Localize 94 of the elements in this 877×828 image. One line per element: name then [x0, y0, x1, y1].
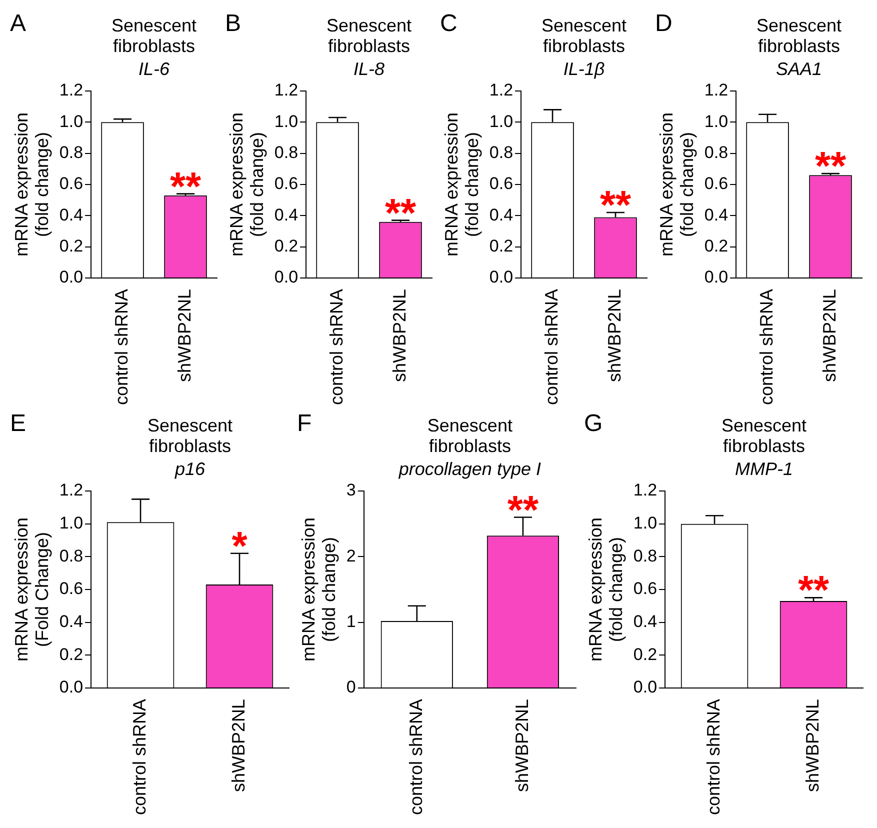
annotation: ** [798, 568, 830, 613]
y-axis-title: mRNA expression (fold change) [656, 112, 698, 257]
y-tick-label: 1 [346, 612, 356, 631]
y-axis-title: mRNA expression (Fold Change) [11, 517, 52, 662]
text: D [655, 10, 672, 38]
y-tick-label: 0.8 [633, 546, 658, 566]
annotation: ** [507, 488, 539, 532]
x-tick-label: control shRNA [541, 288, 562, 406]
chart-subtitle: IL-6 [138, 59, 171, 80]
text: C [440, 10, 458, 38]
chart-title: Senescent fibroblasts [541, 15, 627, 56]
y-tick-label: 0.4 [633, 612, 658, 631]
annotation: ** [170, 164, 202, 209]
y-tick-label: 0.0 [274, 268, 298, 287]
x-tick-label: control shRNA [111, 288, 132, 406]
y-axis-title: mRNA expression (fold change) [441, 112, 482, 257]
y-tick-label: 0.8 [59, 143, 84, 162]
x-tick-label: control shRNA [326, 288, 346, 406]
y-tick-label: 0 [346, 678, 356, 697]
text: B [225, 10, 242, 38]
y-tick-label: 0.8 [489, 143, 514, 162]
y-tick-label: 0.0 [59, 678, 84, 697]
x-tick-label: shWBP2NL [389, 288, 410, 382]
text: A [10, 10, 26, 38]
chart-subtitle: p16 [174, 459, 206, 480]
annotation: ** [814, 144, 847, 189]
y-tick-label: 0.4 [489, 205, 514, 224]
text: E [10, 410, 26, 438]
chart-title: Senescent fibroblasts [427, 415, 512, 456]
x-tick-label: control shRNA [129, 698, 150, 816]
y-tick-label: 1.2 [274, 80, 298, 100]
x-tick-label: shWBP2NL [819, 288, 840, 382]
y-tick-label: 0.4 [59, 612, 84, 631]
y-axis-title: mRNA expression (fold change) [11, 112, 52, 257]
y-tick-label: 0.6 [59, 579, 84, 598]
y-axis-title: mRNA expression (fold change) [585, 517, 626, 662]
y-tick-label: 0.8 [704, 143, 728, 162]
y-tick-label: 0.0 [633, 678, 658, 697]
x-tick-label: control shRNA [756, 288, 776, 406]
y-tick-label: 1.0 [274, 112, 298, 131]
y-tick-label: 0.0 [489, 268, 514, 287]
y-tick-label: 1.2 [704, 80, 728, 100]
y-tick-label: 0.0 [59, 268, 84, 287]
y-tick-label: 1.0 [59, 112, 84, 131]
y-tick-label: 0.2 [489, 236, 514, 256]
y-tick-label: 1.0 [704, 112, 728, 131]
y-tick-label: 0.2 [274, 236, 298, 256]
annotation: * [232, 524, 248, 568]
y-tick-label: 1.2 [59, 480, 84, 500]
chart-title: Senescent fibroblasts [721, 415, 807, 456]
x-tick-label: shWBP2NL [228, 698, 248, 792]
y-tick-label: 0.4 [59, 205, 84, 224]
annotation: ** [600, 184, 632, 228]
y-tick-label: 0.2 [59, 236, 84, 256]
y-tick-label: 0.6 [59, 174, 84, 194]
y-tick-label: 0.6 [704, 174, 728, 194]
chart-subtitle: MMP-1 [735, 459, 794, 480]
y-tick-label: 0.6 [633, 579, 658, 598]
y-tick-label: 1.2 [489, 80, 514, 100]
y-axis-title: mRNA expression (fold change) [298, 517, 340, 662]
y-axis-title: mRNA expression (fold change) [226, 112, 268, 257]
y-tick-label: 0.4 [274, 205, 298, 224]
x-tick-label: shWBP2NL [512, 698, 532, 792]
y-tick-label: 1.2 [633, 480, 658, 500]
y-tick-label: 0.2 [704, 236, 728, 256]
x-tick-label: control shRNA [406, 698, 426, 816]
x-tick-label: shWBP2NL [604, 288, 624, 382]
text: F [297, 410, 312, 438]
chart-subtitle: IL-1β [563, 59, 605, 80]
y-tick-label: 1.2 [59, 80, 84, 100]
y-tick-label: 1.0 [633, 514, 658, 533]
annotation: ** [384, 191, 417, 236]
y-tick-label: 0.2 [633, 644, 658, 664]
y-tick-label: 0.6 [274, 174, 298, 194]
x-tick-label: shWBP2NL [802, 698, 822, 792]
y-tick-label: 2 [346, 546, 356, 566]
x-tick-label: shWBP2NL [174, 288, 194, 382]
x-tick-label: control shRNA [703, 698, 724, 816]
text: G [584, 410, 603, 438]
chart-subtitle: procollagen type I [398, 459, 541, 480]
chart-title: Senescent fibroblasts [111, 15, 197, 56]
chart-subtitle: SAA1 [776, 59, 822, 80]
y-tick-label: 0.6 [489, 174, 514, 194]
y-tick-label: 0.0 [704, 268, 728, 287]
chart-subtitle: IL-8 [354, 59, 385, 80]
y-tick-label: 1.0 [489, 112, 514, 131]
y-tick-label: 0.8 [274, 143, 298, 162]
y-tick-label: 0.8 [59, 546, 84, 566]
y-tick-label: 0.4 [704, 205, 728, 224]
chart-title: Senescent fibroblasts [326, 15, 412, 56]
y-tick-label: 0.2 [59, 644, 84, 664]
y-tick-label: 1.0 [59, 514, 84, 533]
chart-title: Senescent fibroblasts [756, 15, 842, 56]
y-tick-label: 3 [346, 480, 356, 500]
